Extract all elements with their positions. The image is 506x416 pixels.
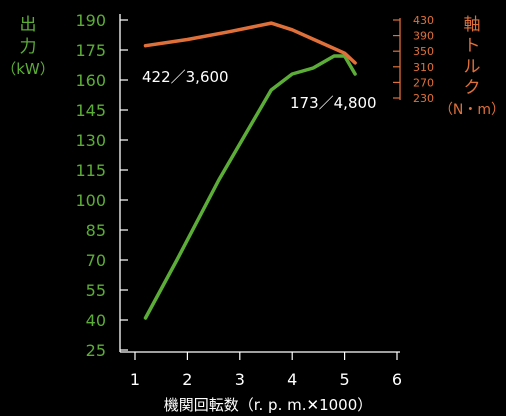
right-tick-label: 390 bbox=[413, 30, 434, 43]
right-tick-label: 270 bbox=[413, 76, 434, 89]
left-tick-label: 190 bbox=[75, 11, 106, 30]
right-axis-label-line: （N・m） bbox=[439, 102, 505, 118]
x-tick-label: 3 bbox=[235, 370, 245, 389]
x-tick-label: 6 bbox=[392, 370, 402, 389]
right-tick-label: 430 bbox=[413, 14, 434, 27]
x-tick-label: 5 bbox=[340, 370, 350, 389]
power-series-line bbox=[143, 54, 357, 320]
left-tick-label: 100 bbox=[75, 191, 106, 210]
left-axis-label-line: 出 bbox=[20, 15, 37, 35]
torque-peak-annotation: 422／3,600 bbox=[142, 68, 229, 86]
x-tick-label: 2 bbox=[182, 370, 192, 389]
right-tick-label: 350 bbox=[413, 45, 434, 58]
left-tick-label: 175 bbox=[75, 41, 106, 60]
x-tick-label: 1 bbox=[130, 370, 140, 389]
right-axis-label-line: ク bbox=[464, 78, 481, 98]
right-axis-label-line: ル bbox=[464, 57, 481, 77]
left-tick-label: 160 bbox=[75, 71, 106, 90]
x-tick-label: 4 bbox=[287, 370, 297, 389]
left-tick-label: 70 bbox=[86, 251, 106, 270]
right-tick-label: 230 bbox=[413, 92, 434, 105]
right-axis-label-line: 軸 bbox=[464, 15, 481, 35]
right-axis-label-line: ト bbox=[464, 36, 481, 56]
x-axis-ticks: 1 2 3 4 5 6 bbox=[130, 352, 402, 389]
left-tick-label: 40 bbox=[86, 311, 106, 330]
left-tick-label: 85 bbox=[86, 221, 106, 240]
x-axis-label: 機関回転数（r. p. m.✕1000） bbox=[164, 396, 373, 414]
left-axis-ticks: 25 40 55 70 85 100 115 130 145 160 175 190 bbox=[75, 11, 128, 360]
right-tick-label: 310 bbox=[413, 61, 434, 74]
left-axis-label-line: 力 bbox=[20, 37, 37, 57]
left-tick-label: 130 bbox=[75, 131, 106, 150]
left-tick-label: 25 bbox=[86, 341, 106, 360]
left-tick-label: 145 bbox=[75, 101, 106, 120]
left-tick-label: 115 bbox=[75, 161, 106, 180]
right-axis-ticks: 230 270 310 350 390 430 bbox=[393, 14, 434, 105]
series-layer bbox=[143, 21, 357, 320]
left-tick-label: 55 bbox=[86, 281, 106, 300]
left-axis-label: 出力 （kW） bbox=[1, 15, 55, 78]
power-peak-annotation: 173／4,800 bbox=[290, 94, 377, 112]
torque-series-line bbox=[143, 21, 357, 65]
left-axis-label-line: （kW） bbox=[1, 60, 55, 78]
